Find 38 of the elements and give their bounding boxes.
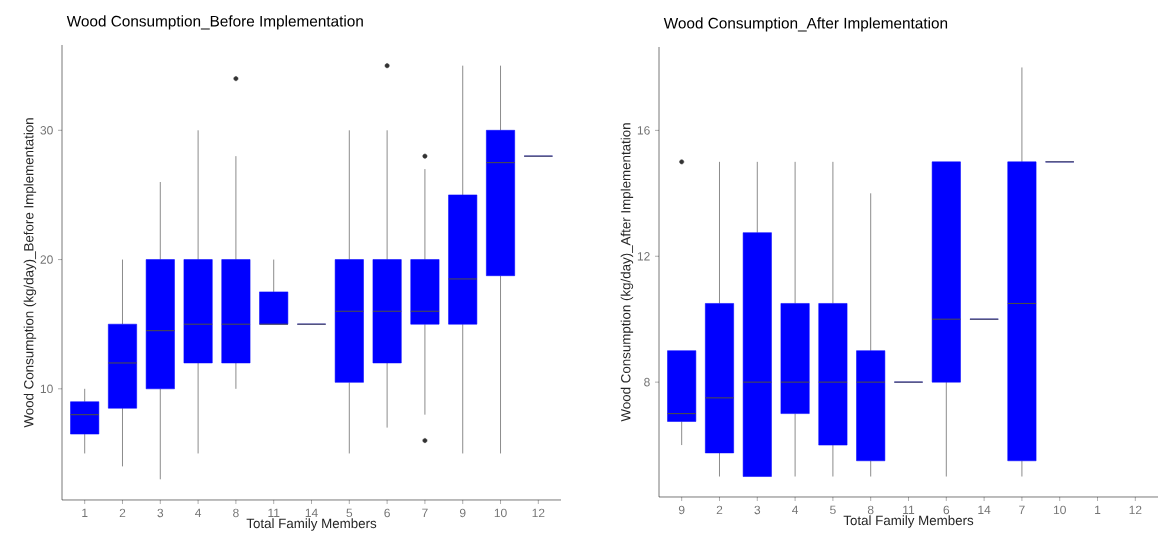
x-tick-label: 6 xyxy=(384,508,390,518)
y-axis-title: Wood Consumption (kg/day)_After Implementation xyxy=(620,123,634,422)
y-tick-label: 10 xyxy=(40,384,53,394)
x-tick-label: 5 xyxy=(346,508,353,518)
x-tick-label: 2 xyxy=(716,505,723,515)
x-tick-label: 7 xyxy=(1019,505,1025,514)
x-tick-label: 14 xyxy=(978,505,991,514)
x-tick-label: 14 xyxy=(305,508,318,517)
x-tick-label: 8 xyxy=(233,508,239,518)
x-tick-label: 7 xyxy=(422,508,428,517)
y-tick-label: 16 xyxy=(637,126,650,135)
x-tick-label: 3 xyxy=(754,505,761,515)
y-tick-label: 20 xyxy=(40,255,53,264)
x-tick-label: 1 xyxy=(82,508,88,517)
x-tick-label: 3 xyxy=(157,508,164,518)
x-tick-label: 9 xyxy=(459,508,466,518)
x-tick-label: 5 xyxy=(830,505,836,515)
x-tick-label: 11 xyxy=(268,508,280,517)
y-tick-label: 8 xyxy=(644,377,650,387)
x-tick-label: 4 xyxy=(195,508,202,517)
x-tick-label: 10 xyxy=(494,508,507,518)
x-tick-label: 6 xyxy=(943,505,950,515)
chart-title: Wood Consumption_After Implementation xyxy=(663,17,948,32)
x-tick-label: 8 xyxy=(867,505,874,515)
x-axis-title: Total Family Members xyxy=(843,515,974,528)
x-tick-label: 1 xyxy=(1095,505,1101,514)
y-axis-title: Wood Consumption (kg/day)_Before Implementation xyxy=(23,118,37,428)
x-tick-label: 9 xyxy=(678,505,685,515)
x-axis-title: Total Family Members xyxy=(246,518,377,531)
y-tick-label: 30 xyxy=(40,126,53,135)
x-tick-label: 12 xyxy=(1129,505,1142,515)
x-tick-label: 2 xyxy=(119,508,126,518)
x-tick-label: 12 xyxy=(532,508,545,518)
x-tick-label: 11 xyxy=(903,505,915,514)
y-tick-label: 12 xyxy=(637,252,650,261)
x-tick-label: 10 xyxy=(1053,505,1066,515)
x-tick-label: 4 xyxy=(792,505,799,514)
chart-title: Wood Consumption_Before Implementation xyxy=(66,15,363,30)
